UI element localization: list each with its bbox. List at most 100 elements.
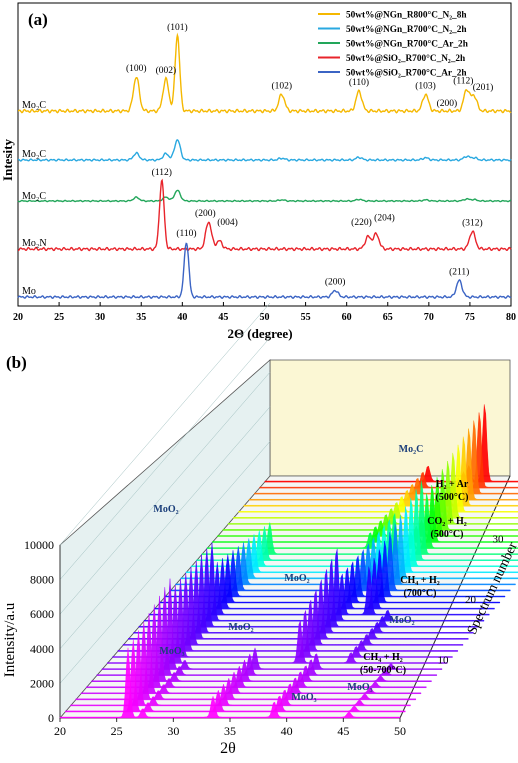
condition-label-line2: (500°C)	[431, 529, 464, 540]
peak-label: (201)	[473, 82, 494, 93]
x-tick-label: 35	[136, 312, 146, 323]
x-tick-label: 30	[95, 312, 105, 323]
gridline	[59, 337, 271, 580]
y-tick-label: 4000	[30, 642, 54, 656]
legend-entry: 50wt%@NGn_R700°C_N₂_2h	[346, 24, 467, 35]
y-tick-label: 0	[48, 711, 54, 725]
panel-a-x-ticks: 20 25 30 35 40 45 50 55 60 65 70 75 80	[13, 302, 516, 323]
peak-label: (110)	[349, 77, 369, 88]
condition-label-line1: CH₄ + H₂	[363, 652, 402, 663]
x-tick-label: 25	[54, 312, 64, 323]
panel-b-ylabel: Intensity/a.u	[2, 602, 18, 677]
y-tick-label: 6000	[30, 607, 54, 621]
spectrum-ribbon	[264, 404, 518, 483]
condition-label-line2: (50-700°C)	[360, 665, 406, 676]
gridline	[59, 406, 271, 649]
gridline	[59, 302, 271, 546]
panel-b: (b) 20 25 30 35 40 45 50 0 2000 4000 6000 8000 10000…	[2, 302, 518, 757]
peak-label: (112)	[453, 76, 473, 87]
spectrum-ribbon	[238, 444, 518, 513]
z-tick-label: 20	[465, 594, 477, 606]
x-tick-label: 60	[342, 312, 352, 323]
x-tick-label: 40	[177, 312, 187, 323]
x-tick-label: 30	[167, 724, 179, 738]
peak-label: (100)	[126, 63, 147, 74]
y-tick-label: 10000	[24, 538, 54, 552]
x-tick-label: 50	[260, 312, 270, 323]
xrd-series-line	[18, 32, 512, 114]
condition-label-line2: (700°C)	[404, 588, 437, 599]
phase-label: MoO₃	[291, 692, 316, 703]
x-tick-label: 50	[394, 724, 406, 738]
xrd-series-line	[18, 178, 512, 252]
z-tick-label: 10	[438, 655, 450, 667]
panel-a: (a) Intesity 2Θ (degree) 20 25 30 35 40 45 50 5…	[0, 2, 516, 341]
x-tick-label: 45	[218, 312, 228, 323]
legend-entry: 50wt%@NGn_R700°C_Ar_2h	[346, 39, 469, 50]
xrd-series-line	[17, 139, 512, 162]
panel-a-legend: 50wt%@NGn_R800°C_N₂_8h 50wt%@NGn_R700°C_N…	[318, 10, 469, 79]
x-tick-label: 45	[337, 724, 349, 738]
legend-entry: 50wt%@SiO₂_R700°C_Ar_2h	[346, 68, 467, 79]
spectrum-ribbon	[59, 647, 401, 719]
peak-label: (200)	[437, 98, 458, 109]
peak-label: (004)	[217, 217, 238, 228]
panel-b-gridlines	[59, 302, 271, 684]
peak-label: (102)	[271, 80, 292, 91]
peak-label: (200)	[325, 276, 346, 287]
y-tick-label: 8000	[30, 573, 54, 587]
panel-b-ticks: 20 25 30 35 40 45 50 0 2000 4000 6000 8000 10000 10 20…	[24, 534, 505, 739]
condition-label-line1: CO₂ + H₂	[427, 516, 466, 527]
panel-b-spectra-group	[59, 404, 518, 719]
peak-label: (002)	[156, 65, 177, 76]
x-tick-label: 65	[383, 312, 393, 323]
x-tick-label: 35	[224, 724, 236, 738]
x-tick-label: 75	[465, 312, 475, 323]
peak-label: (220)	[351, 217, 372, 228]
panel-b-xlabel: 2θ	[220, 740, 236, 757]
phase-label: MoO₂	[284, 573, 309, 584]
x-tick-label: 40	[281, 724, 293, 738]
phase-label: Mo	[22, 286, 36, 297]
x-tick-label: 70	[424, 312, 434, 323]
spectrum-ribbon	[248, 428, 518, 501]
condition-label-line1: CH₄ + H₂	[400, 575, 439, 586]
panel-a-ylabel: Intesity	[0, 139, 15, 181]
peak-label: (211)	[449, 267, 469, 278]
phase-label: MoO₃	[347, 682, 372, 693]
spectrum-ribbon	[259, 412, 518, 489]
phase-label: MoO₂	[153, 504, 178, 515]
phase-label: MoO₂	[389, 615, 414, 626]
spectrum-ribbon	[65, 639, 406, 713]
x-tick-label: 20	[54, 724, 66, 738]
condition-label-line2: (500°C)	[436, 492, 469, 503]
peak-label: (110)	[176, 228, 196, 239]
panel-a-series-group: Mo₂C(100) (002)(101)(102) (110) (103)(200)(…	[17, 22, 512, 299]
y-tick-label: 2000	[30, 676, 54, 690]
legend-entry: 50wt%@NGn_R800°C_N₂_8h	[346, 10, 467, 21]
z-tick-label: 30	[493, 534, 505, 546]
x-tick-label: 20	[13, 312, 23, 323]
panel-a-label: (a)	[28, 10, 48, 29]
spectrum-ribbon	[243, 436, 518, 507]
spectrum-ribbon	[254, 420, 518, 495]
xrd-series-line	[17, 242, 512, 299]
phase-label: Mo₂C	[399, 444, 424, 455]
xrd-series-line	[17, 189, 512, 203]
peak-label: (200)	[195, 208, 216, 219]
gridline	[59, 372, 271, 615]
phase-label: Mo₂C	[22, 149, 46, 160]
phase-label: MoO₂	[228, 622, 253, 633]
peak-label: (112)	[152, 167, 172, 178]
peak-label: (101)	[167, 22, 188, 33]
panel-b-annotations: MoO₂ Mo₂C MoO₂ MoO₂ MoO₃ MoO₃ MoO₂ MoO₃ H₂ + Ar (…	[153, 444, 468, 703]
x-tick-label: 25	[111, 724, 123, 738]
phase-label: MoO₃	[159, 646, 184, 657]
spectrum-ribbon	[233, 452, 518, 519]
gridline	[59, 441, 271, 684]
panel-a-xlabel: 2Θ (degree)	[227, 326, 292, 341]
phase-label: Mo₂N	[22, 238, 47, 249]
peak-label: (312)	[462, 217, 483, 228]
peak-label: (103)	[415, 80, 436, 91]
